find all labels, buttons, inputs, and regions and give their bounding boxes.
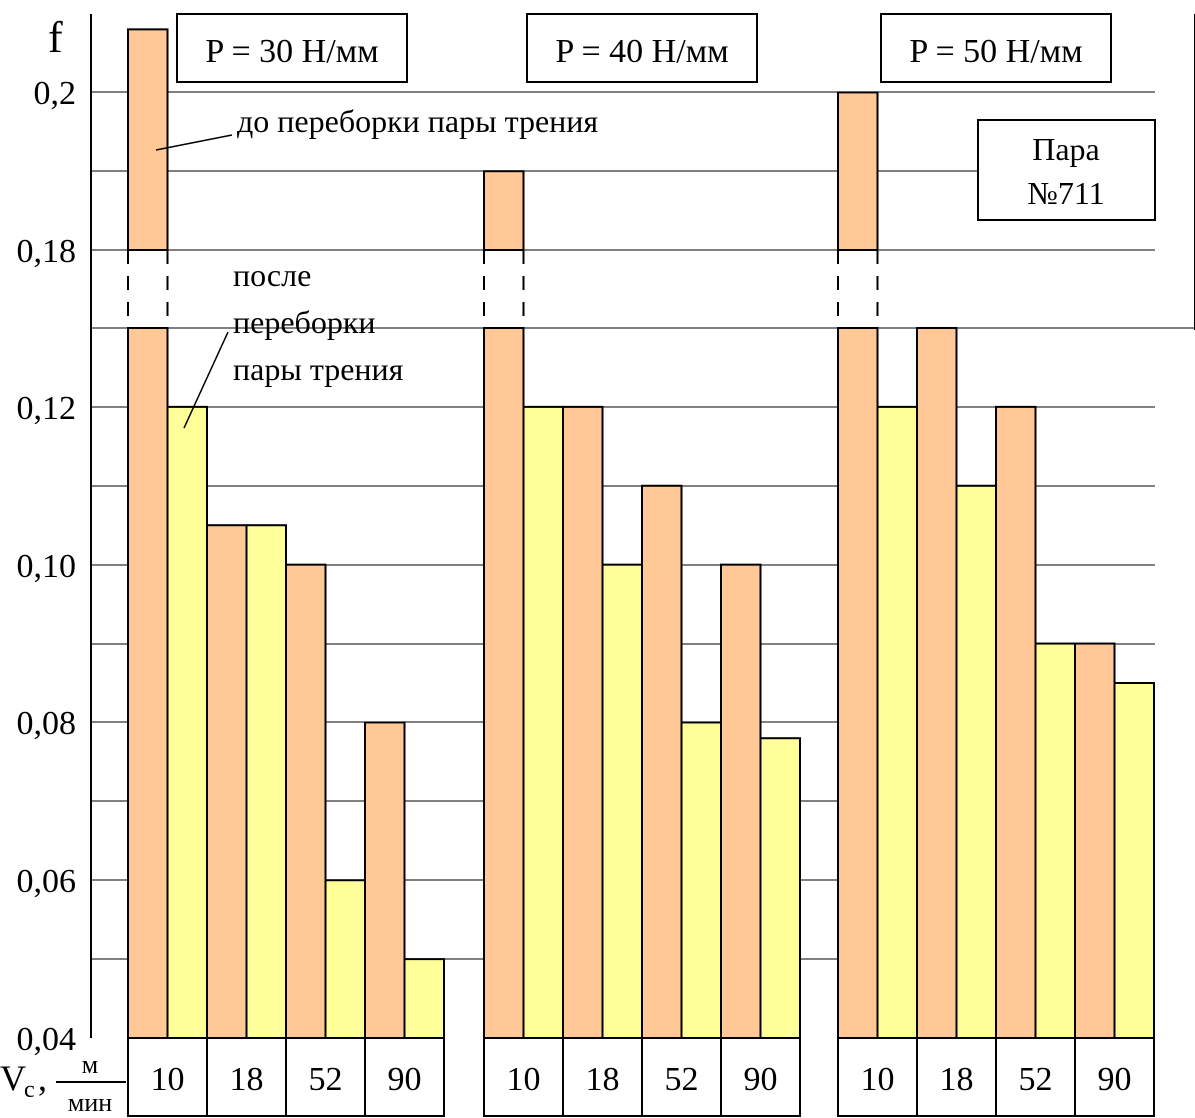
x-axis-label-subscript: c: [24, 1077, 35, 1103]
x-axis-label: V c , м мин: [0, 1050, 126, 1117]
annotation-before-leader: [155, 134, 233, 151]
x-category-box: [641, 1037, 722, 1117]
bar-after: [522, 405, 564, 1039]
y-tick-label: 0,18: [17, 233, 77, 270]
pair-label-box: [977, 119, 1156, 221]
x-category-box: [562, 1037, 643, 1117]
bar-before: [837, 327, 879, 1039]
pair-label-line-1: Пара: [1032, 131, 1100, 167]
bar-before: [916, 326, 958, 1039]
y-tick-label: 0,04: [17, 1021, 77, 1058]
x-category-box: [995, 1037, 1076, 1117]
bar-before: [364, 721, 406, 1039]
x-category-box: [364, 1037, 445, 1117]
bar-before-upper: [837, 91, 879, 252]
x-tick-label: 90: [744, 1061, 778, 1098]
annotation-after-line-1: после: [233, 257, 311, 293]
bar-before: [562, 405, 604, 1039]
bar-before: [483, 327, 525, 1039]
x-tick-label: 52: [309, 1061, 343, 1098]
y-tick-label: 0,10: [17, 548, 77, 585]
y-tick-label: 0,12: [17, 390, 77, 427]
annotation-after-leader: [183, 331, 229, 429]
x-axis-label-prefix: V: [0, 1058, 26, 1098]
annotations-layer: до переборки пары трения после переборки…: [155, 103, 1156, 429]
bar-after: [680, 721, 722, 1039]
x-tick-label: 18: [586, 1061, 620, 1098]
x-tick-label: 90: [1098, 1061, 1132, 1098]
y-tick-label: 0,06: [17, 863, 77, 900]
bar-after: [1034, 642, 1076, 1039]
y-tick-label: 0,08: [17, 705, 77, 742]
pressure-label-box: [880, 13, 1112, 83]
bar-after: [955, 484, 997, 1039]
bar-after: [876, 405, 918, 1039]
x-tick-label: 52: [1019, 1061, 1053, 1098]
bar-after: [403, 958, 445, 1039]
bar-before: [720, 563, 762, 1039]
y-tick-labels: 0,04 0,06 0,08 0,10 0,12 0,18 0,2: [17, 75, 77, 1058]
bar-after: [759, 737, 801, 1040]
x-tick-label: 10: [507, 1061, 541, 1098]
annotation-before-text: до переборки пары трения: [237, 103, 598, 139]
bar-after: [601, 563, 643, 1039]
bar-before-upper: [127, 28, 169, 251]
x-tick-label: 10: [151, 1061, 185, 1098]
x-category-box: [720, 1037, 801, 1117]
x-tick-label: 52: [665, 1061, 699, 1098]
x-tick-label: 10: [861, 1061, 895, 1098]
bar-after: [166, 405, 208, 1039]
y-axis-label: f: [48, 13, 63, 62]
pressure-label-box: [176, 13, 408, 83]
x-category-box: [285, 1037, 366, 1117]
x-category-box: [1074, 1037, 1155, 1117]
x-tick-label: 18: [230, 1061, 264, 1098]
x-axis-category-boxes: 10 18 52 90 10 18 52 90 10 18 52 90: [127, 1037, 1155, 1117]
y-tick-label: 0,2: [34, 75, 77, 112]
x-category-box: [127, 1037, 208, 1117]
x-axis-unit-numerator: м: [82, 1050, 98, 1079]
x-tick-label: 18: [940, 1061, 974, 1098]
pressure-label: P = 30 Н/мм: [205, 33, 378, 70]
pressure-label: P = 40 Н/мм: [555, 33, 728, 70]
x-axis-label-comma: ,: [38, 1058, 47, 1098]
bar-before: [285, 563, 327, 1039]
x-category-box: [206, 1037, 287, 1117]
annotation-after-line-2: переборки: [233, 304, 375, 340]
bar-before: [995, 405, 1037, 1039]
bar-before: [1074, 642, 1116, 1039]
bar-after: [324, 879, 366, 1039]
bar-before-upper: [483, 170, 525, 251]
bar-before: [641, 484, 683, 1039]
bar-after: [245, 524, 287, 1039]
bar-before: [206, 524, 248, 1039]
pressure-label-box: [526, 13, 758, 83]
pressure-label: P = 50 Н/мм: [909, 33, 1082, 70]
pressure-labels: P = 30 Н/мм P = 40 Н/мм P = 50 Н/мм: [176, 13, 1112, 83]
x-category-box: [916, 1037, 997, 1117]
pair-label-line-2: №711: [1027, 175, 1104, 211]
bar-after: [1113, 681, 1155, 1039]
x-tick-label: 90: [388, 1061, 422, 1098]
annotation-after-line-3: пары трения: [233, 351, 404, 387]
x-axis-unit-denominator: мин: [68, 1088, 112, 1117]
bar-before: [127, 327, 169, 1039]
bars-layer: [127, 28, 1155, 1040]
x-category-box: [483, 1037, 564, 1117]
